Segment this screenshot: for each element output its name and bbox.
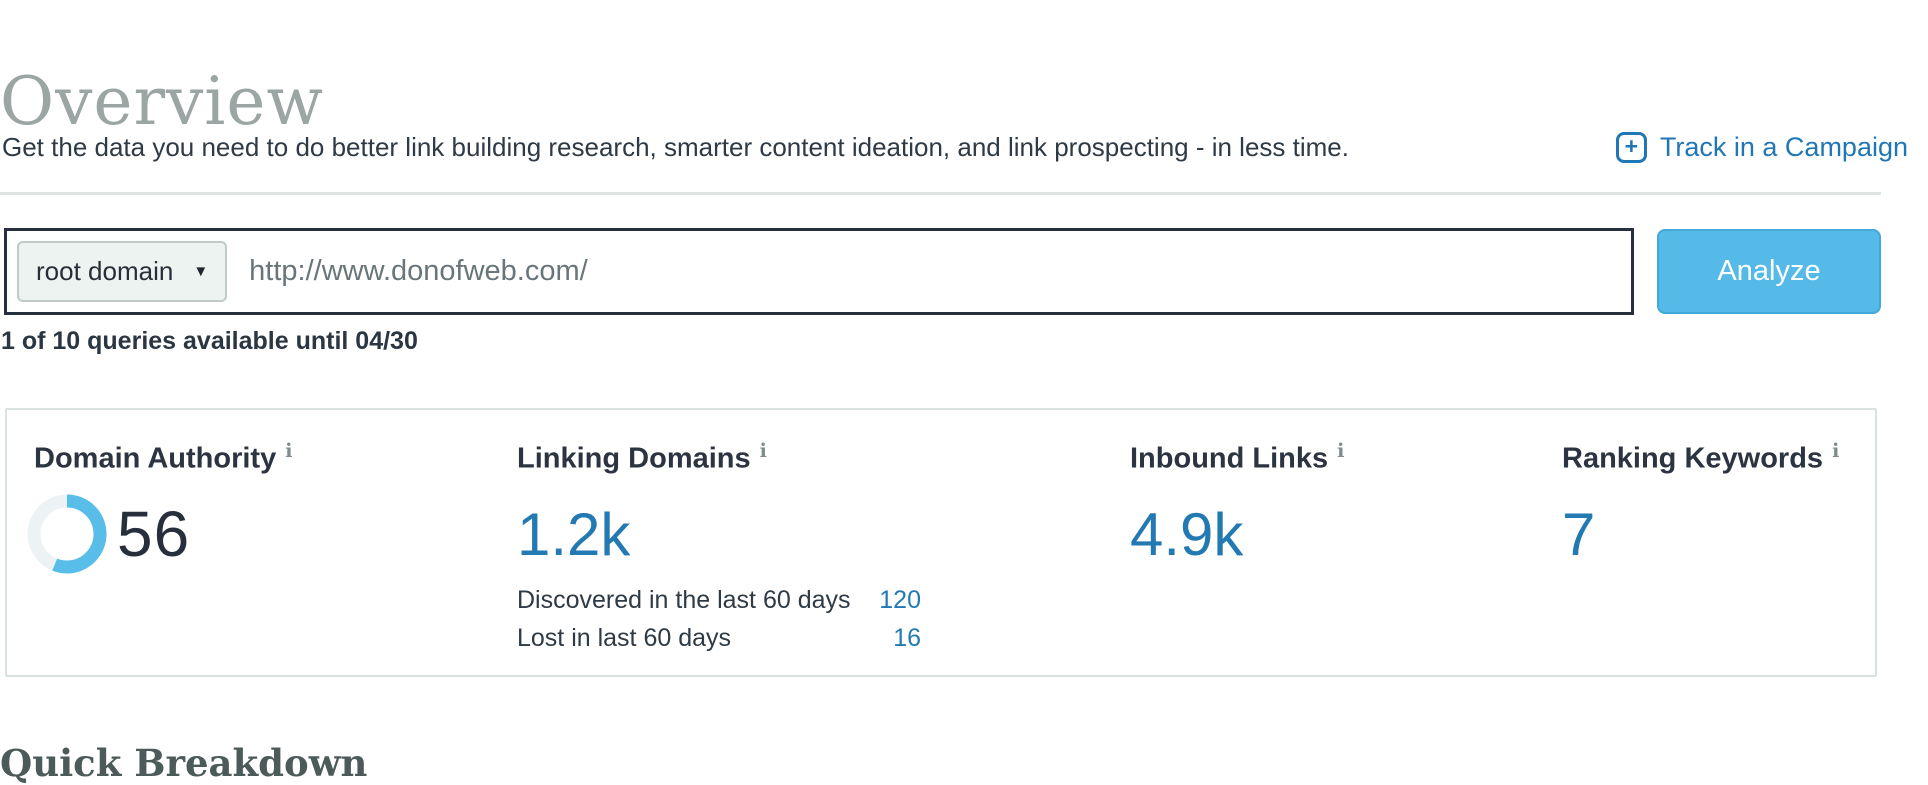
inbound-links-value[interactable]: 4.9k: [1130, 501, 1244, 568]
ranking-keywords-value[interactable]: 7: [1562, 501, 1596, 568]
chevron-down-icon: ▼: [193, 263, 209, 280]
ranking-keywords-label: Ranking Keywords: [1562, 442, 1824, 475]
track-in-campaign-label: Track in a Campaign: [1659, 132, 1908, 162]
inbound-links-label: Inbound Links: [1130, 442, 1329, 475]
scope-dropdown-value: root domain: [36, 256, 174, 286]
domain-authority-header: Domain Authority i: [34, 440, 292, 476]
linking-domains-value[interactable]: 1.2k: [517, 501, 631, 568]
domain-authority-value: 56: [117, 498, 191, 570]
lost-row: Lost in last 60 days 16: [517, 624, 921, 653]
inbound-links-header: Inbound Links i: [1130, 440, 1344, 476]
query-quota-note: 1 of 10 queries available until 04/30: [1, 327, 418, 355]
lost-value[interactable]: 16: [893, 624, 921, 652]
info-icon[interactable]: i: [1832, 440, 1840, 462]
ranking-keywords-header: Ranking Keywords i: [1562, 440, 1839, 476]
info-icon[interactable]: i: [759, 440, 767, 462]
domain-authority-label: Domain Authority: [34, 442, 277, 475]
page-subtitle: Get the data you need to do better link …: [2, 132, 1349, 162]
track-in-campaign-link[interactable]: + Track in a Campaign: [1615, 132, 1908, 163]
domain-authority-donut-chart: [27, 494, 107, 574]
metrics-summary-card: Domain Authority i Linking Domains i Inbou…: [5, 408, 1877, 677]
info-icon[interactable]: i: [1337, 440, 1345, 462]
header-divider: [0, 192, 1881, 195]
next-section-heading: Quick Breakdown: [0, 740, 368, 785]
lost-label: Lost in last 60 days: [517, 624, 732, 652]
url-search-box: root domain ▼: [4, 228, 1634, 315]
discovered-value[interactable]: 120: [879, 586, 921, 614]
domain-authority-value-row: 56: [27, 494, 190, 574]
page-title: Overview: [0, 63, 324, 141]
linking-domains-header: Linking Domains i: [517, 440, 767, 476]
domain-authority-arc: [27, 494, 107, 574]
subheader: Get the data you need to do better link …: [2, 132, 1908, 163]
add-plus-icon: +: [1615, 132, 1647, 163]
scope-dropdown[interactable]: root domain ▼: [17, 241, 228, 302]
discovered-label: Discovered in the last 60 days: [517, 586, 851, 614]
linking-domains-detail-rows: Discovered in the last 60 days 120 Lost …: [517, 586, 921, 662]
discovered-row: Discovered in the last 60 days 120: [517, 586, 921, 615]
linking-domains-label: Linking Domains: [517, 442, 751, 475]
info-icon[interactable]: i: [285, 440, 293, 462]
analyze-button[interactable]: Analyze: [1657, 229, 1881, 314]
url-input[interactable]: [247, 254, 1631, 289]
